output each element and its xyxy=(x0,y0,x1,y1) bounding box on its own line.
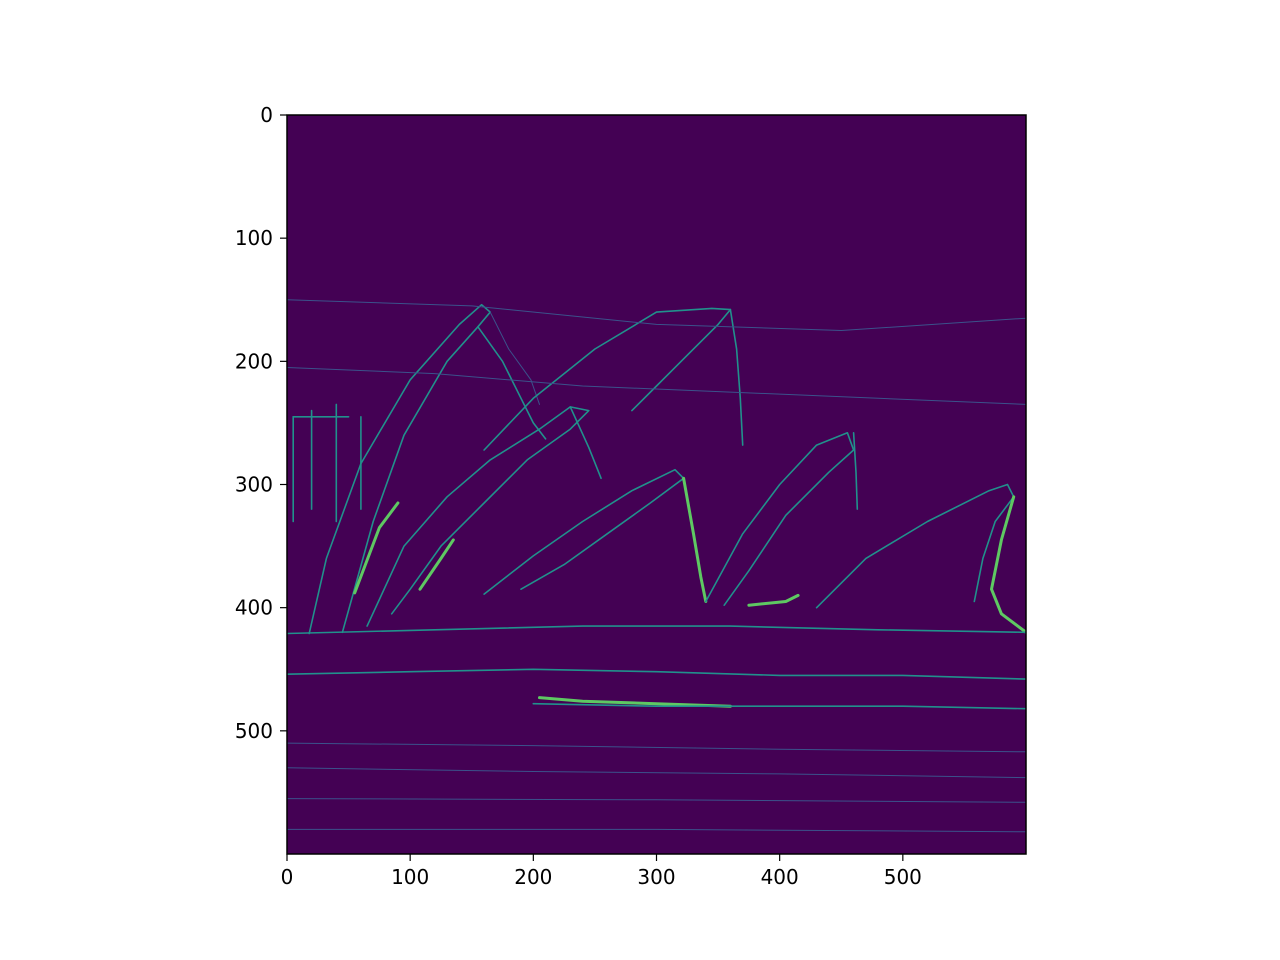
edge-stroke-21 xyxy=(287,767,1026,779)
edge-stroke-16 xyxy=(538,696,732,708)
x-tick-label: 300 xyxy=(637,865,675,889)
edge-stroke-10 xyxy=(682,476,708,603)
y-tick-label: 300 xyxy=(235,473,273,497)
y-tick-label: 500 xyxy=(235,719,273,743)
y-tick-label: 200 xyxy=(235,349,273,373)
x-tick-label: 0 xyxy=(281,865,294,889)
edge-stroke-20 xyxy=(287,742,1026,753)
image-background xyxy=(287,115,1026,854)
edge-stroke-15 xyxy=(990,495,1026,634)
x-tick-label: 100 xyxy=(391,865,429,889)
edge-stroke-8 xyxy=(729,308,744,446)
edge-stroke-17 xyxy=(287,625,1026,635)
edge-stroke-30 xyxy=(287,367,1026,405)
edge-stroke-19 xyxy=(532,702,1026,710)
edge-stroke-13 xyxy=(747,593,800,607)
x-axis: 0 100 200 300 400 500 xyxy=(281,854,922,889)
edge-stroke-6 xyxy=(569,406,602,480)
edge-stroke-22 xyxy=(287,798,1026,803)
y-axis: 0 100 200 300 400 500 xyxy=(235,103,287,743)
x-tick-label: 500 xyxy=(884,865,922,889)
edge-stroke-9 xyxy=(483,468,685,595)
y-tick-label: 0 xyxy=(260,103,273,127)
edge-image xyxy=(287,299,1026,833)
edge-stroke-3 xyxy=(489,311,540,405)
edge-stroke-11 xyxy=(704,431,855,607)
edge-stroke-4 xyxy=(366,406,590,627)
edge-stroke-18 xyxy=(287,668,1026,680)
edge-stroke-1 xyxy=(353,501,400,595)
edge-stroke-2 xyxy=(477,325,547,440)
edge-stroke-23 xyxy=(287,828,1026,833)
x-tick-label: 400 xyxy=(761,865,799,889)
edge-stroke-7 xyxy=(483,307,732,451)
edge-stroke-29 xyxy=(287,299,1026,331)
edge-stroke-14 xyxy=(815,483,1015,609)
edge-stroke-5 xyxy=(418,538,455,591)
y-tick-label: 400 xyxy=(235,596,273,620)
plot-area xyxy=(286,114,1027,855)
edge-stroke-12 xyxy=(852,431,859,510)
y-tick-label: 100 xyxy=(235,226,273,250)
x-tick-label: 200 xyxy=(514,865,552,889)
